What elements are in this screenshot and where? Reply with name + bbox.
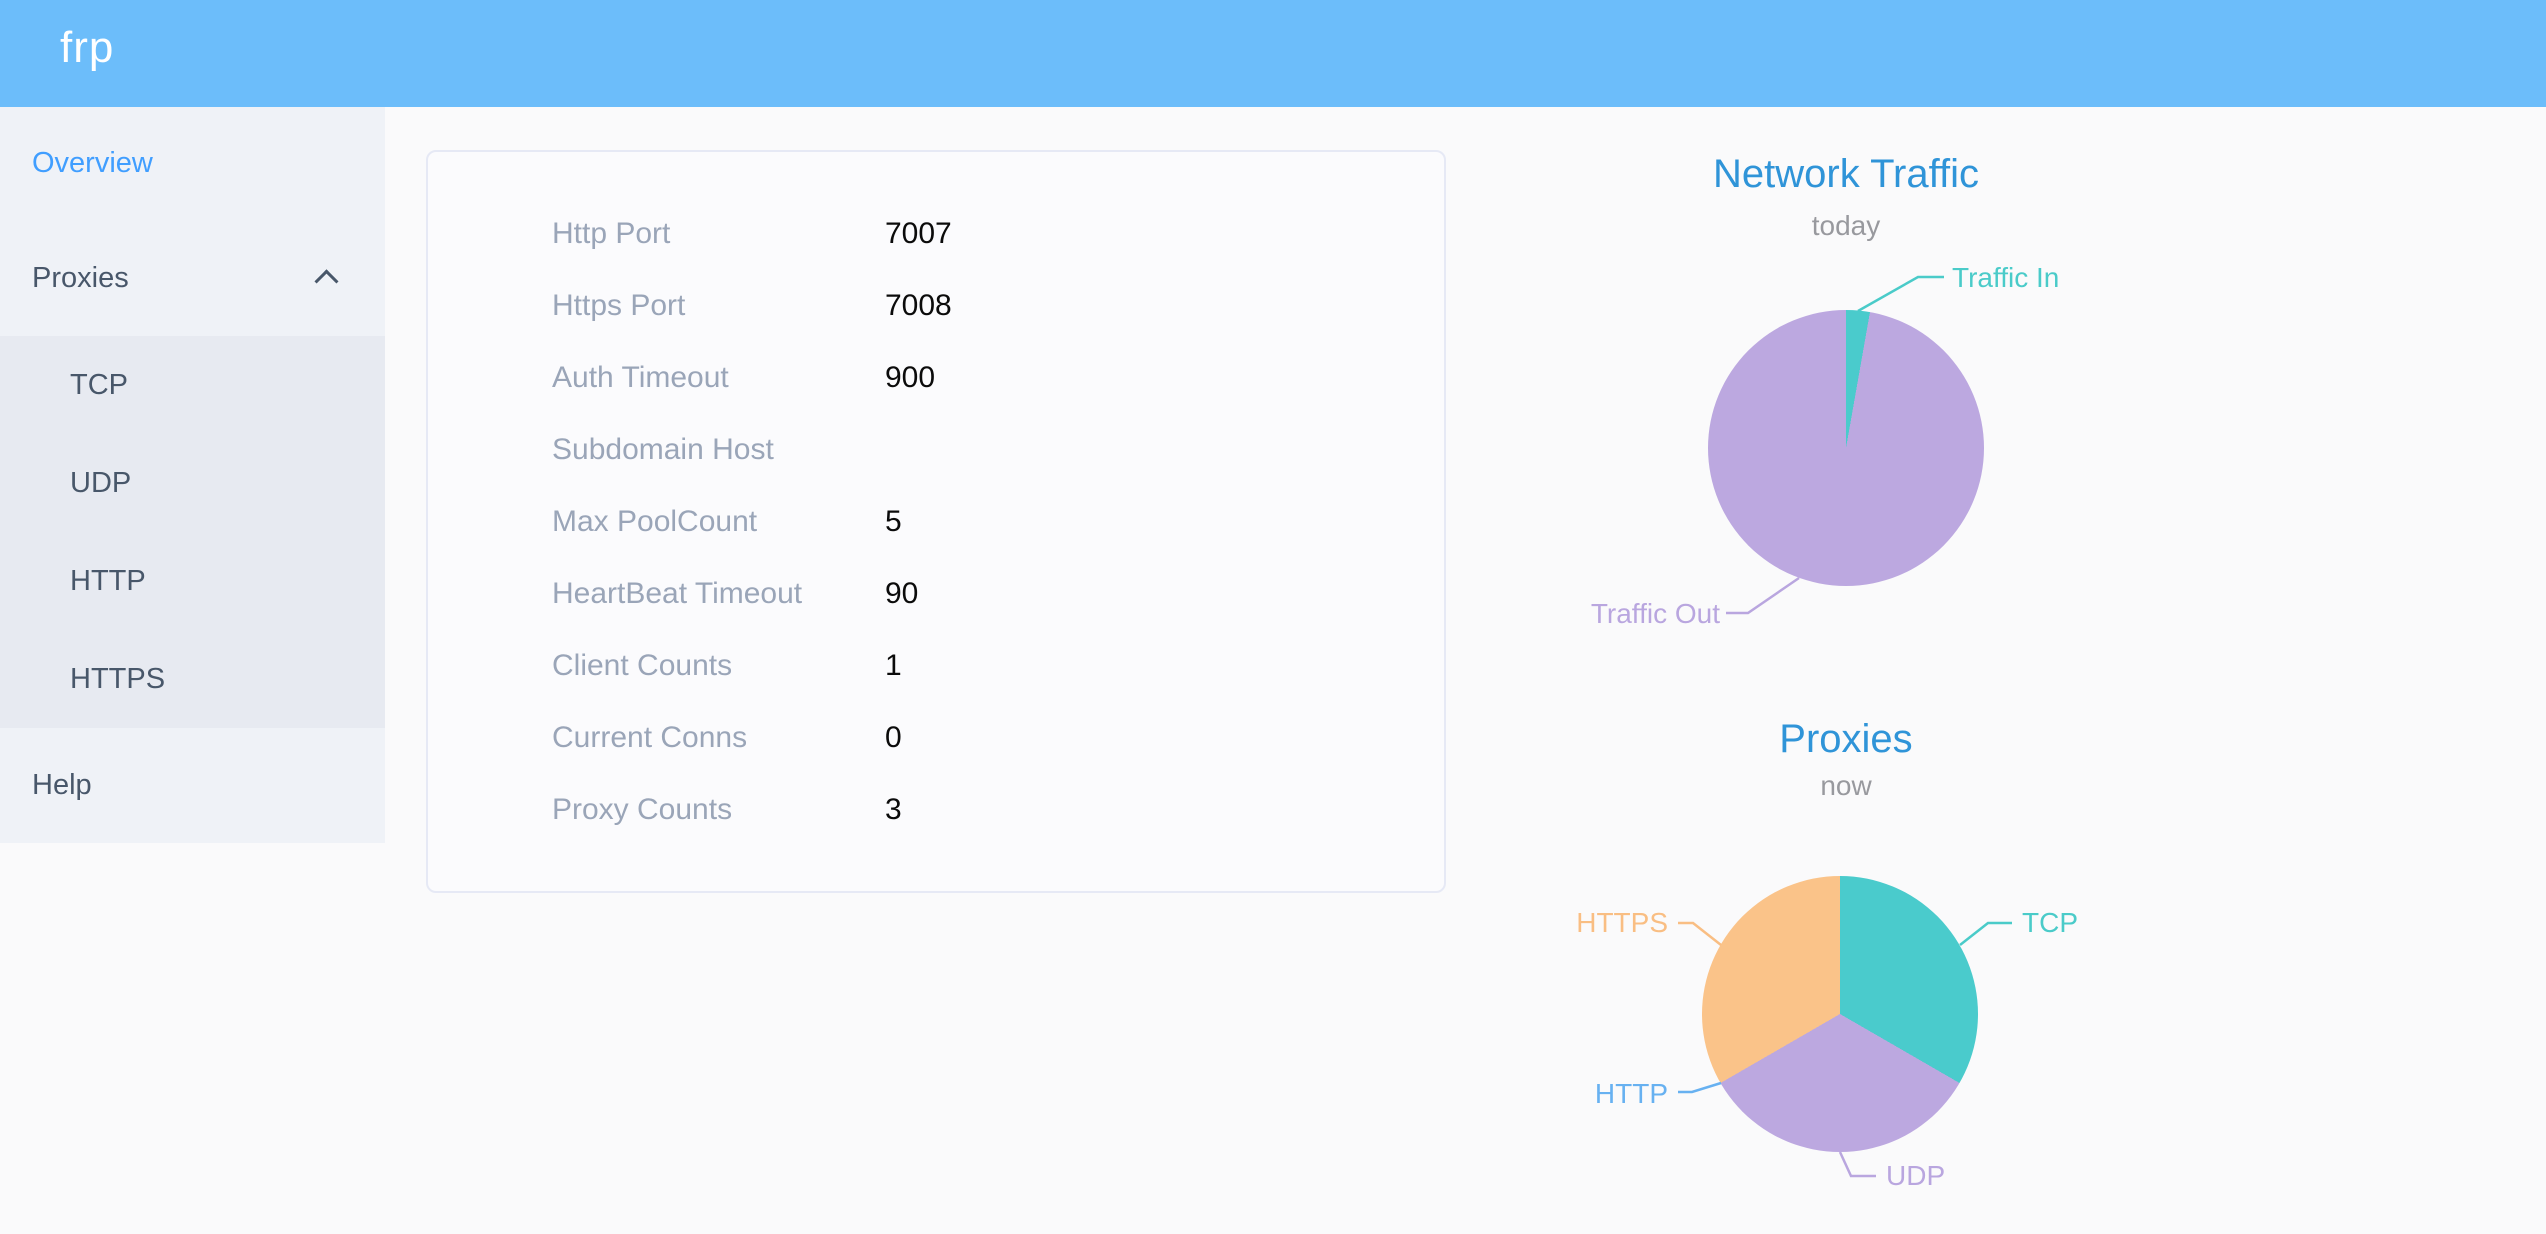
sidebar-item-help[interactable]: Help	[0, 728, 385, 843]
proxies-chart-subtitle: now	[1820, 770, 1872, 801]
app-header: frp	[0, 0, 2546, 107]
sidebar-item-help-label: Help	[32, 769, 92, 801]
info-row: Max PoolCount 5	[428, 486, 1444, 558]
sidebar-item-proxies-label: Proxies	[32, 262, 129, 294]
info-value: 5	[885, 505, 902, 538]
sidebar-item-udp[interactable]: UDP	[0, 434, 385, 532]
sidebar-item-https[interactable]: HTTPS	[0, 630, 385, 728]
info-row: Https Port 7008	[428, 270, 1444, 342]
info-label: Proxy Counts	[552, 793, 733, 826]
info-label: Https Port	[552, 289, 686, 322]
sidebar-item-udp-label: UDP	[70, 467, 132, 499]
info-row: Client Counts 1	[428, 630, 1444, 702]
network-traffic-chart-title: Network Traffic	[1713, 152, 1979, 196]
info-label: HeartBeat Timeout	[552, 577, 803, 610]
info-label: Subdomain Host	[552, 433, 774, 466]
info-value: 3	[885, 793, 902, 826]
chevron-up-icon	[314, 269, 339, 294]
info-value: 90	[885, 577, 919, 610]
info-label: Client Counts	[552, 649, 733, 682]
info-value: 0	[885, 721, 902, 754]
info-row: Subdomain Host	[428, 414, 1444, 486]
proxies-submenu: TCP UDP HTTP HTTPS	[0, 336, 385, 728]
sidebar-item-http-label: HTTP	[70, 565, 146, 597]
info-label: Http Port	[552, 217, 671, 250]
pie-label-udp: UDP	[1886, 1160, 1946, 1191]
sidebar-item-tcp[interactable]: TCP	[0, 336, 385, 434]
info-label: Max PoolCount	[552, 505, 758, 538]
info-row: HeartBeat Timeout 90	[428, 558, 1444, 630]
info-value: 1	[885, 649, 902, 682]
sidebar: Overview Proxies TCP UDP HTTP HTTPS Help	[0, 107, 385, 843]
info-row: Proxy Counts 3	[428, 774, 1444, 846]
pie-label-http: HTTP	[1594, 1078, 1668, 1109]
proxies-chart-title: Proxies	[1779, 717, 1913, 761]
sidebar-item-tcp-label: TCP	[70, 369, 128, 401]
network-traffic-pie-chart[interactable]	[1708, 310, 1984, 586]
pie-label-tcp: TCP	[2022, 907, 2078, 938]
pie-label-traffic-out: Traffic Out	[1590, 598, 1720, 629]
info-label: Current Conns	[552, 721, 748, 754]
info-value: 7008	[885, 289, 952, 322]
sidebar-item-http[interactable]: HTTP	[0, 532, 385, 630]
sidebar-item-overview-label: Overview	[32, 147, 153, 179]
sidebar-item-overview[interactable]: Overview	[0, 107, 385, 220]
info-value: 7007	[885, 217, 952, 250]
app-logo: frp	[60, 23, 115, 72]
info-row: Http Port 7007	[428, 198, 1444, 270]
sidebar-item-proxies[interactable]: Proxies	[0, 220, 385, 336]
proxies-pie-chart[interactable]	[1702, 876, 1978, 1152]
network-traffic-chart-subtitle: today	[1811, 210, 1881, 241]
pie-label-traffic-in: Traffic In	[1952, 262, 2060, 293]
pie-label-https: HTTPS	[1576, 907, 1668, 938]
sidebar-item-https-label: HTTPS	[70, 663, 166, 695]
server-info-card: Http Port 7007 Https Port 7008 Auth Timeou…	[426, 150, 1446, 893]
info-value: 900	[885, 361, 936, 394]
info-row: Auth Timeout 900	[428, 342, 1444, 414]
info-row: Current Conns 0	[428, 702, 1444, 774]
info-label: Auth Timeout	[552, 361, 729, 394]
